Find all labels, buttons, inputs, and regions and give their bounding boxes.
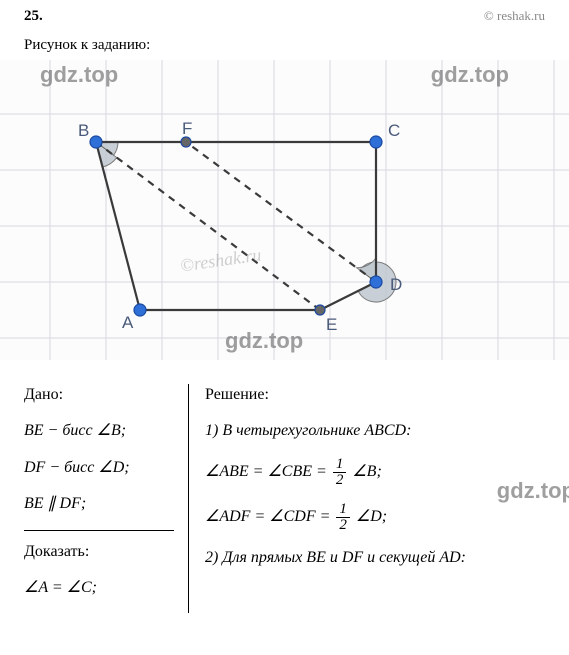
svg-text:D: D bbox=[390, 275, 402, 294]
given-line-1: BE − бисс ∠B; bbox=[24, 420, 176, 442]
prove-title: Доказать: bbox=[24, 541, 176, 563]
given-title: Дано: bbox=[24, 384, 176, 406]
solution-step1-line2: ∠ADF = ∠CDF = 12 ∠D; bbox=[205, 502, 545, 533]
solution-column: Решение: 1) В четырехугольнике ABCD: ∠AB… bbox=[189, 384, 545, 613]
svg-text:B: B bbox=[78, 121, 89, 140]
svg-text:C: C bbox=[388, 121, 400, 140]
copyright-text: © reshak.ru bbox=[484, 8, 545, 25]
problem-number: 25. bbox=[24, 8, 43, 25]
geometry-figure: A B C D E F bbox=[0, 60, 569, 360]
svg-text:A: A bbox=[122, 313, 134, 332]
svg-text:E: E bbox=[326, 315, 337, 334]
prove-line: ∠A = ∠C; bbox=[24, 577, 176, 599]
given-line-2: DF − бисс ∠D; bbox=[24, 457, 176, 479]
solution-title: Решение: bbox=[205, 384, 545, 406]
given-column: Дано: BE − бисс ∠B; DF − бисс ∠D; BE ∥ D… bbox=[24, 384, 189, 613]
given-line-3: BE ∥ DF; bbox=[24, 493, 176, 515]
figure-caption: Рисунок к заданию: bbox=[0, 29, 569, 60]
solution-step2: 2) Для прямых BE и DF и секущей AD: bbox=[205, 547, 545, 569]
solution-step1-intro: 1) В четырехугольнике ABCD: bbox=[205, 420, 545, 442]
proof-section: Дано: BE − бисс ∠B; DF − бисс ∠D; BE ∥ D… bbox=[0, 360, 569, 613]
solution-step1-line1: ∠ABE = ∠CBE = 12 ∠B; bbox=[205, 457, 545, 488]
svg-text:F: F bbox=[182, 119, 192, 138]
given-divider bbox=[24, 530, 174, 531]
figure-container: ABCDEF gdz.top gdz.top gdz.top ©reshak.r… bbox=[0, 60, 569, 360]
